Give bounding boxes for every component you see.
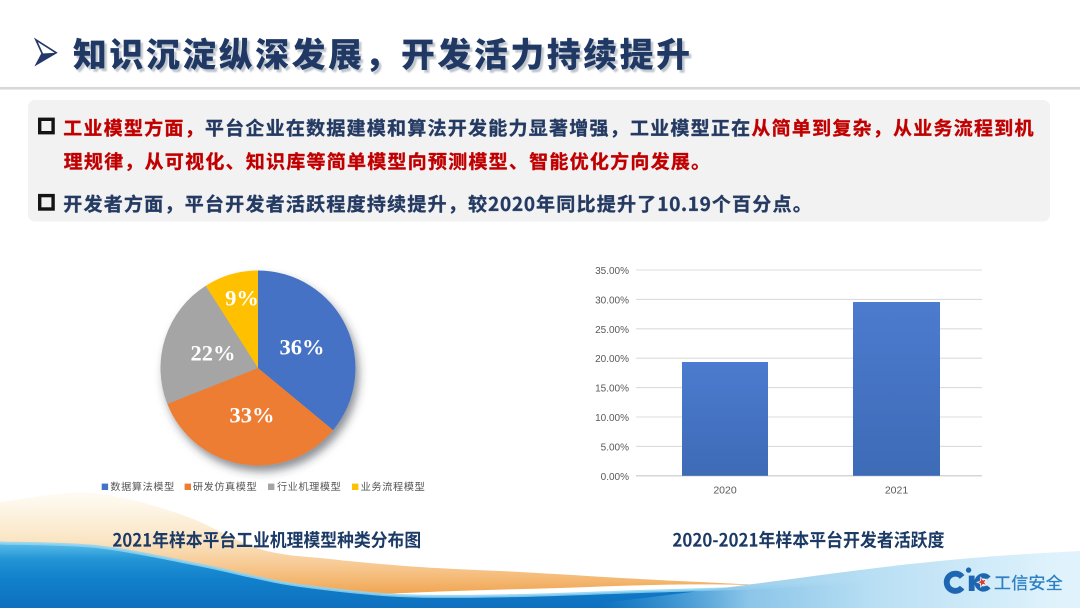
svg-text:36%: 36% [280, 335, 325, 360]
svg-text:9%: 9% [225, 286, 259, 311]
svg-text:15.00%: 15.00% [595, 384, 629, 395]
svg-text:25.00%: 25.00% [595, 325, 629, 336]
svg-text:10.00%: 10.00% [595, 413, 629, 424]
svg-text:35.00%: 35.00% [595, 266, 629, 277]
svg-text:2020: 2020 [713, 485, 737, 497]
svg-text:22%: 22% [191, 341, 236, 366]
svg-text:0.00%: 0.00% [601, 472, 629, 483]
svg-text:5.00%: 5.00% [601, 442, 629, 453]
svg-text:20.00%: 20.00% [595, 354, 629, 365]
svg-text:30.00%: 30.00% [595, 295, 629, 306]
svg-text:2021: 2021 [885, 485, 909, 497]
svg-text:33%: 33% [230, 403, 275, 428]
